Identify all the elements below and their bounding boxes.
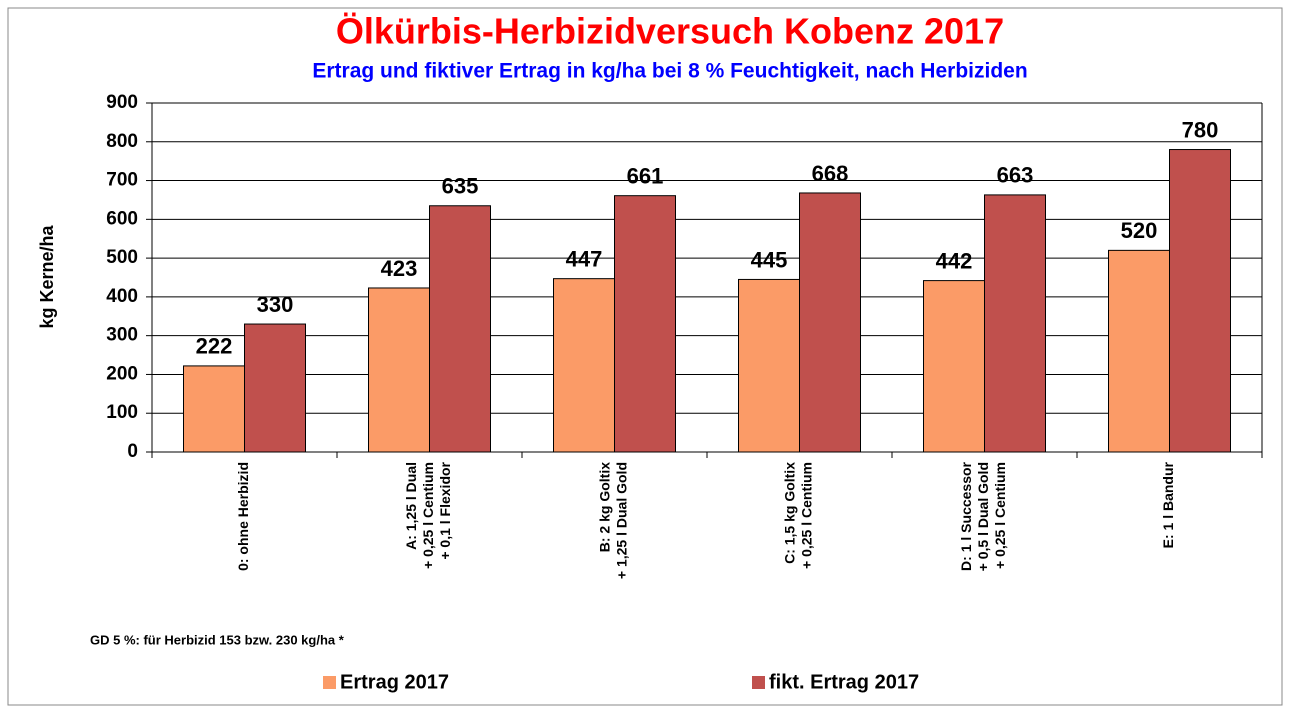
x-tick-label: A: 1,25 l Dual: [403, 462, 419, 550]
bar: [553, 278, 615, 453]
bar: [799, 192, 861, 453]
bar: [183, 365, 245, 453]
bar: [368, 287, 430, 453]
data-label: 447: [566, 246, 603, 271]
data-label: 445: [751, 247, 788, 272]
data-label: 442: [936, 248, 973, 273]
y-tick-label: 200: [106, 363, 138, 384]
x-tick-label: B: 2 kg Goltix: [597, 462, 613, 552]
y-tick-label: 500: [106, 247, 138, 268]
bar: [429, 205, 491, 453]
legend-label: fikt. Ertrag 2017: [769, 671, 919, 693]
data-label: 635: [442, 174, 479, 199]
bar: [984, 194, 1046, 453]
x-tick-label: + 0,25 l Centium: [799, 462, 815, 569]
y-tick-label: 600: [106, 208, 138, 229]
y-tick-label: 700: [106, 170, 138, 191]
y-tick-label: 300: [106, 325, 138, 346]
footnote: GD 5 %: für Herbizid 153 bzw. 230 kg/ha …: [90, 632, 345, 647]
bar: [738, 278, 800, 453]
x-tick-label: D: 1 l Successor: [958, 461, 974, 570]
data-label: 663: [997, 163, 1034, 188]
y-axis-label: kg Kerne/ha: [37, 225, 57, 329]
y-tick-label: 100: [106, 402, 138, 423]
bar: [1108, 249, 1170, 453]
x-tick-label: + 0,1 l Flexidor: [437, 461, 453, 559]
data-label: 780: [1182, 117, 1219, 142]
data-label: 423: [381, 256, 418, 281]
x-tick-label: + 1,25 l Dual Gold: [614, 462, 630, 579]
data-label: 520: [1121, 218, 1158, 243]
y-tick-label: 400: [106, 286, 138, 307]
data-label: 330: [257, 292, 294, 317]
chart-title: Ölkürbis-Herbizidversuch Kobenz 2017: [336, 11, 1004, 52]
bar: [614, 195, 676, 453]
data-label: 222: [196, 334, 233, 359]
x-tick-label: C: 1,5 kg Goltix: [782, 462, 798, 564]
legend-swatch: [323, 676, 336, 689]
bar: [923, 280, 985, 453]
data-label: 661: [627, 163, 664, 188]
bar: [1169, 149, 1231, 453]
legend-swatch: [752, 676, 765, 689]
x-tick-label: 0: ohne Herbizid: [235, 462, 251, 571]
y-tick-label: 0: [127, 441, 138, 462]
x-tick-label: E: 1 l Bandur: [1160, 461, 1176, 548]
x-tick-label: + 0,25 l Centium: [420, 462, 436, 569]
legend-label: Ertrag 2017: [340, 671, 449, 693]
bar: [244, 323, 306, 453]
y-tick-label: 800: [106, 131, 138, 152]
x-tick-label: + 0,5 l Dual Gold: [975, 462, 991, 571]
x-tick-label: + 0,25 l Centium: [992, 462, 1008, 569]
data-label: 668: [812, 161, 849, 186]
chart-subtitle: Ertrag und fiktiver Ertrag in kg/ha bei …: [312, 60, 1027, 83]
y-tick-label: 900: [106, 92, 138, 113]
